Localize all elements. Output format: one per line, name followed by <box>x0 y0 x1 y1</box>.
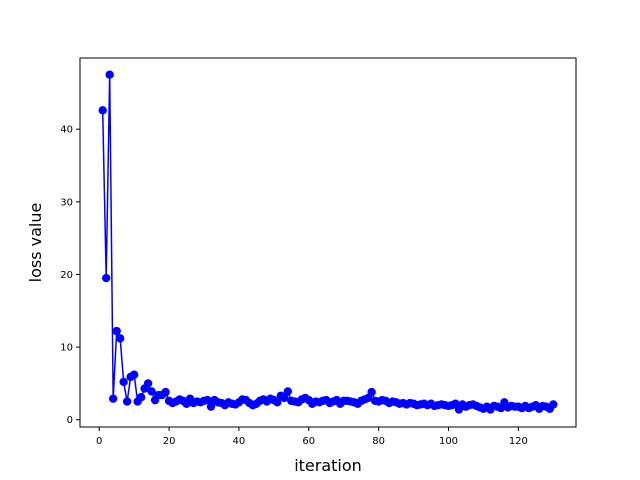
y-tick-label: 20 <box>60 270 73 281</box>
plot-frame <box>79 57 577 428</box>
series-layer <box>98 70 558 414</box>
y-tick-label: 40 <box>60 125 73 136</box>
data-point <box>367 387 376 397</box>
data-point <box>549 400 558 409</box>
x-tick-label: 0 <box>96 436 102 447</box>
y-tick-label: 0 <box>67 415 73 426</box>
data-point <box>119 377 128 387</box>
y-tick-label: 30 <box>60 197 73 208</box>
y-axis-label: loss value <box>26 203 45 283</box>
data-point <box>161 387 170 397</box>
data-point <box>206 402 216 411</box>
x-tick-label: 40 <box>233 436 246 447</box>
x-tick-label: 60 <box>302 436 315 447</box>
data-point <box>105 70 114 79</box>
data-point <box>273 398 282 407</box>
data-point <box>147 387 156 396</box>
x-tick-label: 20 <box>163 436 176 447</box>
data-point <box>112 326 121 336</box>
data-point <box>280 393 289 403</box>
data-point <box>122 397 132 406</box>
y-axis: 0 10 20 30 40 <box>60 125 80 426</box>
x-axis: 0 20 40 60 80 100 120 <box>96 427 528 447</box>
x-tick-label: 120 <box>509 436 528 447</box>
x-axis-label: iteration <box>294 456 362 475</box>
x-tick-label: 80 <box>372 436 385 447</box>
data-point <box>143 379 153 388</box>
data-point <box>283 387 293 396</box>
data-point <box>129 370 139 379</box>
y-tick-label: 10 <box>60 343 73 354</box>
x-tick-label: 100 <box>439 436 458 447</box>
data-point <box>203 395 212 405</box>
data-point <box>102 273 111 283</box>
data-point <box>98 106 107 115</box>
data-point <box>136 393 146 402</box>
data-point <box>108 394 118 403</box>
data-point <box>115 334 125 343</box>
